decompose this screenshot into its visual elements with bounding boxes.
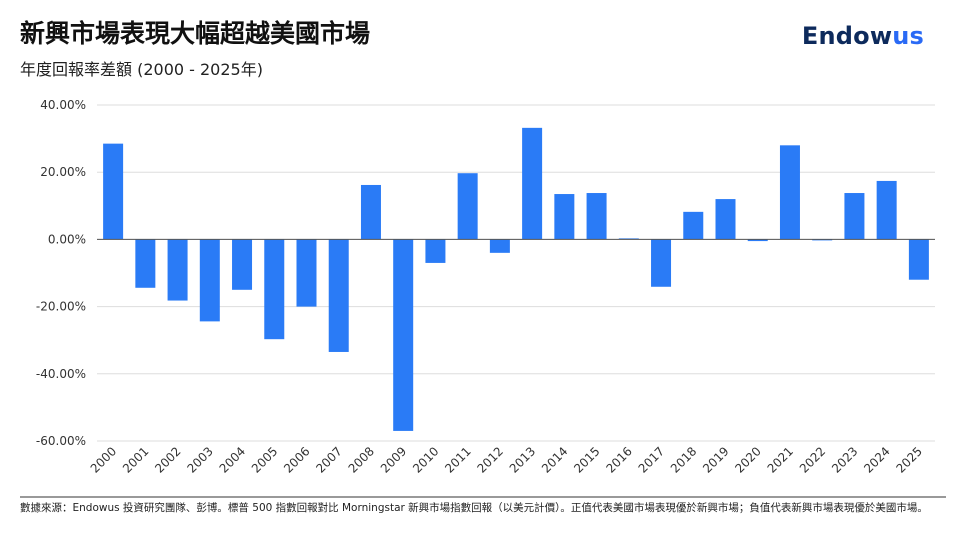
x-tick-label: 2010: [410, 444, 441, 475]
bar-2018: [683, 211, 704, 240]
bar-2000: [103, 143, 124, 240]
x-tick-label: 2012: [475, 444, 506, 475]
bar-2005: [264, 239, 285, 340]
bar-2016: [618, 238, 639, 240]
y-tick-label: -60.00%: [36, 434, 86, 448]
x-tick-label: 2015: [571, 444, 602, 475]
bar-2015: [586, 193, 607, 240]
x-tick-label: 2009: [378, 444, 409, 475]
bar-2011: [457, 173, 478, 240]
y-tick-label: -20.00%: [36, 300, 86, 314]
bar-2006: [296, 239, 317, 307]
y-tick-label: 40.00%: [40, 98, 86, 112]
x-tick-label: 2021: [765, 444, 796, 475]
bar-2023: [844, 193, 865, 240]
y-tick-label: -40.00%: [36, 367, 86, 381]
x-tick-label: 2016: [603, 444, 634, 475]
bar-2009: [393, 239, 414, 431]
x-tick-label: 2017: [636, 444, 667, 475]
bar-2025: [908, 239, 929, 280]
x-tick-label: 2004: [217, 444, 248, 475]
x-tick-label: 2018: [668, 444, 699, 475]
x-tick-label: 2008: [346, 444, 377, 475]
bar-2020: [747, 239, 768, 242]
y-tick-label: 0.00%: [48, 232, 86, 246]
x-tick-label: 2022: [797, 444, 828, 475]
chart-subtitle: 年度回報率差額 (2000 - 2025年): [20, 60, 263, 79]
bar-2010: [425, 239, 446, 263]
endowus-logo: Endowus: [801, 22, 924, 50]
bar-2004: [232, 239, 253, 290]
bar-2014: [554, 194, 575, 240]
x-tick-label: 2011: [442, 444, 473, 475]
bar-2013: [522, 127, 543, 240]
x-tick-label: 2000: [88, 444, 119, 475]
footer-divider: [20, 496, 946, 498]
chart-title: 新興市場表現大幅超越美國市場: [20, 19, 371, 48]
x-tick-label: 2003: [184, 444, 215, 475]
x-tick-label: 2006: [281, 444, 312, 475]
x-tick-label: 2002: [152, 444, 183, 475]
bar-2003: [199, 239, 220, 322]
x-tick-label: 2013: [507, 444, 538, 475]
x-tick-label: 2007: [313, 444, 344, 475]
bar-2024: [876, 180, 897, 240]
x-tick-label: 2014: [539, 444, 570, 475]
x-tick-label: 2024: [861, 444, 892, 475]
x-tick-label: 2025: [894, 444, 925, 475]
bar-2017: [651, 239, 672, 287]
bar-chart: 40.00%20.00%0.00%-20.00%-40.00%-60.00%20…: [36, 98, 935, 476]
bar-2008: [360, 184, 381, 240]
x-tick-label: 2019: [700, 444, 731, 475]
bar-2007: [328, 239, 349, 352]
bar-2019: [715, 199, 736, 240]
bar-2021: [779, 145, 800, 240]
bar-2001: [135, 239, 156, 288]
y-tick-label: 20.00%: [40, 165, 86, 179]
x-tick-label: 2001: [120, 444, 151, 475]
bar-2012: [489, 239, 510, 253]
x-tick-label: 2023: [829, 444, 860, 475]
bar-2002: [167, 239, 188, 301]
x-tick-label: 2020: [732, 444, 763, 475]
source-note: 數據來源：Endowus 投資研究團隊、彭博。標普 500 指數回報對比 Mor…: [20, 502, 928, 514]
x-tick-label: 2005: [249, 444, 280, 475]
